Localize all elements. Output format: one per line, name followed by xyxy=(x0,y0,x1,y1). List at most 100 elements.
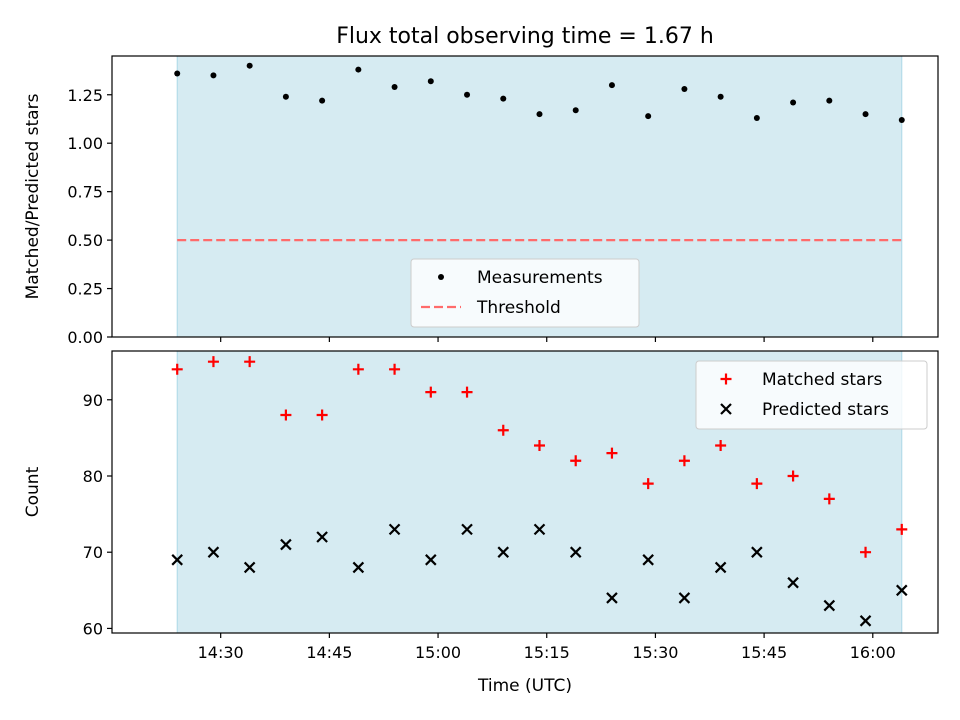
legend: Measurements Threshold xyxy=(410,258,640,328)
matched-star-point xyxy=(896,523,908,535)
y-axis-label: Count xyxy=(23,466,43,517)
matched-star-point xyxy=(207,356,219,368)
top-axes-frame xyxy=(111,55,939,338)
predicted-star-point xyxy=(787,576,799,589)
x-tick-label: 15:45 xyxy=(741,643,787,662)
matched-star-point xyxy=(533,440,545,452)
y-tick-label: 90 xyxy=(83,391,103,410)
y-tick-label: 0.75 xyxy=(67,183,103,202)
x-tick-label: 14:45 xyxy=(306,643,352,662)
legend-label: Matched stars xyxy=(762,370,882,390)
matched-star-point xyxy=(787,470,799,482)
measurement-point xyxy=(826,97,833,104)
matched-star-point xyxy=(352,363,364,375)
legend-label: Measurements xyxy=(477,268,603,288)
predicted-star-point xyxy=(569,546,582,558)
predicted-star-point xyxy=(823,599,836,612)
matched-star-point xyxy=(461,386,473,398)
measurement-point xyxy=(608,82,615,89)
predicted-star-point xyxy=(859,615,872,627)
measurement-point xyxy=(898,116,905,123)
predicted-star-point xyxy=(642,554,654,566)
predicted-star-point xyxy=(316,531,328,543)
matched-star-point xyxy=(171,363,183,375)
measurement-point xyxy=(319,97,326,104)
matched-star-point xyxy=(425,386,437,398)
x-tick-label: 15:00 xyxy=(415,643,461,662)
predicted-star-point xyxy=(497,546,510,558)
y-tick-label: 1.00 xyxy=(67,134,103,153)
matched-star-point xyxy=(678,455,690,467)
measurement-point xyxy=(500,95,507,102)
matched-star-point xyxy=(244,356,256,368)
measurement-point xyxy=(282,93,289,100)
y-tick-label: 60 xyxy=(83,619,103,638)
matched-star-point xyxy=(570,455,582,467)
top-axes: 0.00 0.25 0.50 0.75 1.00 1.25 Matched/Predicte… xyxy=(23,55,939,347)
measurement-point xyxy=(790,99,797,106)
predicted-star-point xyxy=(606,592,618,604)
measurement-point xyxy=(355,66,362,73)
legend-box xyxy=(410,258,640,328)
matched-star-point xyxy=(606,447,618,459)
bottom-axes-frame xyxy=(111,350,939,634)
measurement-point xyxy=(427,78,434,85)
legend-box xyxy=(695,360,928,430)
predicted-star-point xyxy=(388,523,401,536)
y-tick-label: 0.25 xyxy=(67,280,103,299)
matched-star-point xyxy=(823,493,835,505)
matched-star-point xyxy=(860,546,872,558)
y-axis-label: Matched/Predicted stars xyxy=(23,93,43,299)
measurement-point xyxy=(391,84,398,91)
x-tick-label: 14:30 xyxy=(198,643,244,662)
legend-predicted-swatch xyxy=(720,403,732,415)
x-tick-label: 16:00 xyxy=(850,643,896,662)
legend-label: Threshold xyxy=(476,298,561,318)
measurement-point xyxy=(681,85,688,92)
predicted-star-point xyxy=(243,561,256,574)
matched-star-point xyxy=(751,478,763,490)
predicted-star-point xyxy=(895,584,908,597)
chart-title: Flux total observing time = 1.67 h xyxy=(336,24,714,49)
y-tick-label: 70 xyxy=(83,543,103,562)
matched-star-point xyxy=(497,424,509,436)
legend: Matched stars Predicted stars xyxy=(695,360,928,430)
measurement-point xyxy=(174,70,181,77)
x-tick-label: 15:30 xyxy=(632,643,678,662)
predicted-star-point xyxy=(461,523,473,536)
legend-measurement-swatch xyxy=(438,274,444,280)
predicted-star-point xyxy=(533,523,546,536)
predicted-star-point xyxy=(280,538,292,551)
matched-star-point xyxy=(642,478,654,490)
legend-matched-swatch xyxy=(720,373,732,385)
measurement-point xyxy=(536,111,543,118)
measurement-point xyxy=(862,111,869,118)
bottom-axes: 60 70 80 90 14:30 14:45 15:00 15:15 15:30 15:45 16… xyxy=(23,350,939,662)
measurement-point xyxy=(717,93,724,100)
legend-label: Predicted stars xyxy=(762,400,889,420)
predicted-star-point xyxy=(207,546,220,558)
y-tick-label: 0.00 xyxy=(67,328,103,347)
x-tick-label: 15:15 xyxy=(524,643,570,662)
matched-star-point xyxy=(389,363,401,375)
predicted-star-point xyxy=(751,546,763,558)
measurement-point xyxy=(246,62,253,69)
measurement-point xyxy=(645,113,652,120)
measurement-point xyxy=(753,115,760,122)
x-axis-label: Time (UTC) xyxy=(477,676,572,696)
predicted-star-point xyxy=(352,561,365,574)
y-tick-label: 1.25 xyxy=(67,86,103,105)
measurement-point xyxy=(464,91,471,98)
predicted-star-point xyxy=(171,554,183,566)
matched-star-point xyxy=(715,440,727,452)
predicted-star-point xyxy=(425,554,437,566)
measurement-point xyxy=(210,72,217,79)
matched-star-point xyxy=(280,409,292,421)
matched-star-point xyxy=(316,409,328,421)
predicted-star-point xyxy=(714,561,727,574)
y-tick-label: 80 xyxy=(83,467,103,486)
y-tick-label: 0.50 xyxy=(67,231,103,250)
predicted-star-point xyxy=(678,592,691,604)
measurement-point xyxy=(572,107,579,114)
